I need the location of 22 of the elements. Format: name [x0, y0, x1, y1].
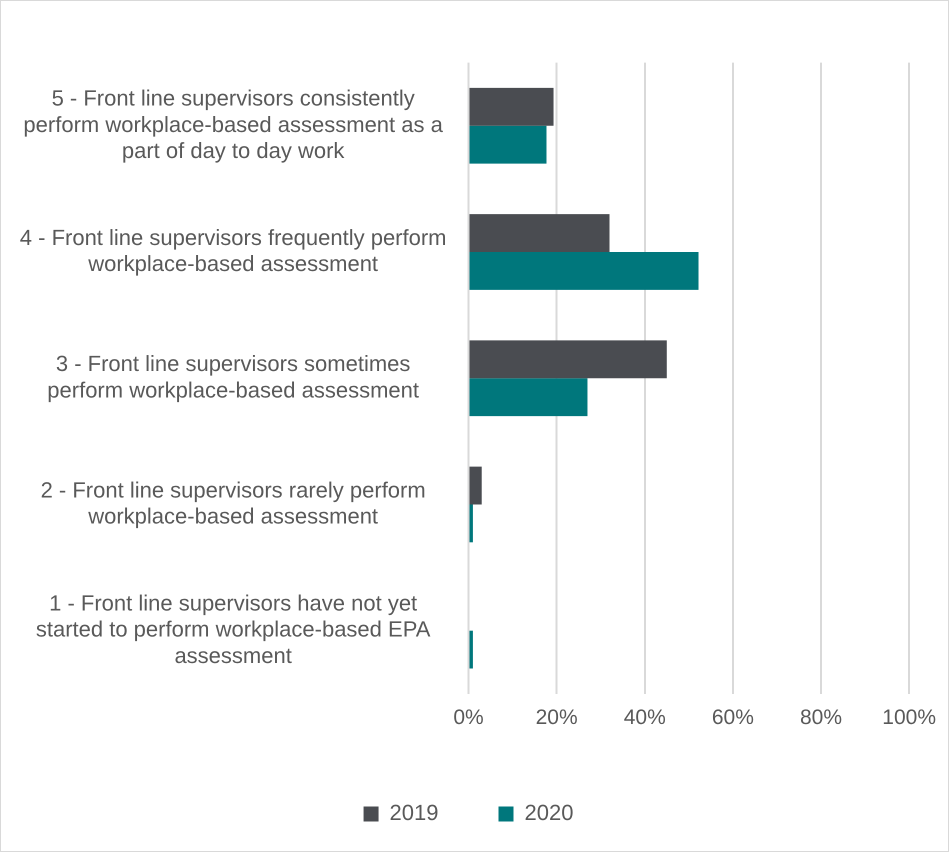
x-tick-label: 60%	[712, 706, 754, 730]
bar	[470, 630, 473, 669]
bar	[470, 466, 482, 504]
bar	[470, 504, 473, 542]
y-tick-label: 2 - Front line supervisors rarely perform workplace-based assessment	[40, 477, 426, 529]
x-tick-label: 20%	[536, 706, 578, 730]
legend-label: 2020	[524, 800, 574, 826]
y-tick-label: 1 - Front line supervisors have not yet started to perform workplace-based EPA assessment	[36, 590, 431, 668]
bar	[470, 378, 588, 416]
y-tick-label: 4 - Front line supervisors frequently perform workplace-based assessment	[20, 224, 447, 276]
legend-label: 2019	[390, 800, 439, 826]
bar	[470, 252, 699, 290]
x-tick-label: 40%	[624, 706, 666, 730]
x-tick-label: 100%	[882, 706, 936, 730]
x-tick-label: 80%	[800, 706, 842, 730]
y-tick-label: 3 - Front line supervisors sometimes perform workplace-based assessment	[47, 351, 419, 402]
y-tick-label: 5 - Front line supervisors consistently perform workplace-based assessment as a part of day to day work	[23, 85, 444, 164]
bar	[470, 214, 610, 252]
x-tick-label: 0%	[453, 706, 484, 730]
bar	[470, 340, 667, 378]
bar	[470, 88, 554, 126]
bar	[470, 126, 546, 164]
